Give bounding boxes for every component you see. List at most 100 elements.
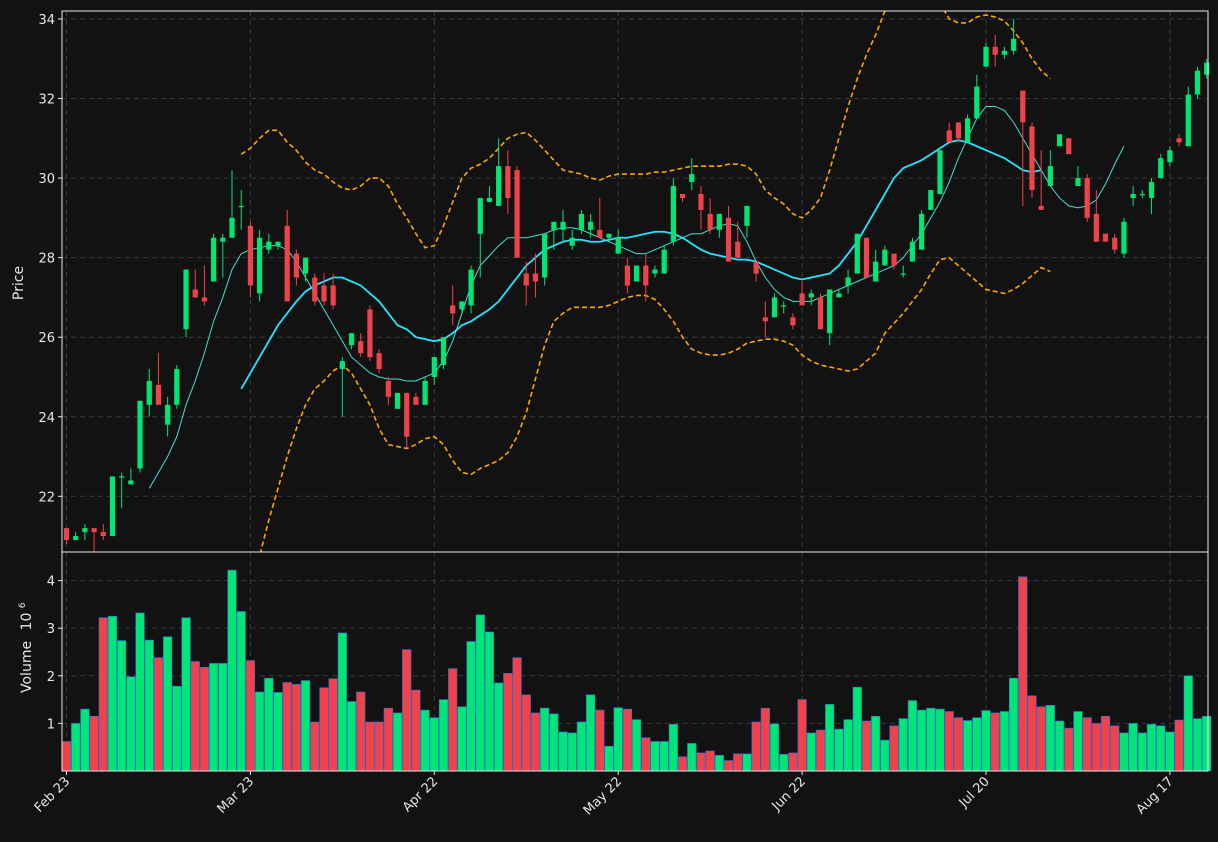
volume-bar-up	[659, 741, 669, 772]
candle-body-up	[854, 233, 860, 274]
candle-body-down	[707, 213, 713, 230]
candle-body-up	[1130, 193, 1136, 198]
candle-body-up	[459, 301, 465, 310]
price-tick-label: 28	[38, 252, 55, 267]
volume-bar-up	[227, 569, 237, 772]
candle-body-down	[1102, 233, 1109, 242]
volume-bar-down	[1082, 717, 1092, 772]
candle-body-up	[1121, 221, 1127, 254]
volume-bar-up	[172, 685, 182, 772]
candle-body-down	[679, 193, 686, 198]
volume-bar-up	[107, 615, 118, 772]
candle-body-up	[440, 337, 447, 366]
volume-bar-up	[549, 713, 559, 772]
volume-bar-up	[834, 728, 844, 772]
volume-axis-title: Volume 10 6	[18, 602, 35, 693]
volume-bar-up	[1137, 732, 1147, 772]
candle-body-up	[781, 305, 787, 307]
price-tick-label: 32	[38, 93, 55, 108]
candle-body-down	[762, 317, 768, 322]
candle-body-up	[394, 392, 401, 409]
candle-body-up	[431, 357, 437, 377]
volume-bar-up	[1146, 724, 1157, 772]
candle-body-down	[192, 289, 198, 298]
volume-bar-down	[328, 678, 338, 772]
volume-bar-down	[861, 720, 872, 772]
candle-body-up	[1158, 158, 1164, 179]
volume-bar-up	[871, 715, 881, 772]
price-axis-ticks: 22 24 26 28 30 32 34	[38, 13, 62, 505]
candle-body-down	[321, 285, 327, 302]
volume-bar-down	[788, 752, 798, 772]
volume-bar-up	[218, 663, 228, 772]
candle-body-down	[955, 122, 962, 139]
volume-bar-up	[604, 745, 614, 772]
volume-bar-down	[61, 741, 72, 772]
volume-bar-down	[1174, 719, 1184, 772]
price-tick-label: 22	[38, 490, 55, 505]
candle-body-up	[689, 174, 695, 183]
candle-body-up	[128, 480, 134, 485]
candle-body-up	[965, 118, 971, 143]
volume-tick-label: 3	[47, 622, 55, 637]
candle-body-down	[330, 285, 336, 306]
candle-body-up	[1139, 193, 1145, 196]
candle-body-up	[606, 233, 612, 238]
candle-body-up	[928, 190, 934, 210]
volume-bar-up	[613, 707, 623, 772]
candle-body-down	[799, 293, 805, 306]
volume-bar-down	[199, 666, 210, 772]
volume-bar-up	[135, 612, 145, 772]
candle-body-up	[633, 265, 640, 282]
volume-bar-down	[521, 694, 531, 772]
candle-body-down	[376, 353, 382, 370]
candle-body-down	[624, 265, 630, 286]
price-tick-label: 24	[38, 411, 55, 426]
volume-bar-up	[438, 699, 449, 772]
candle-body-up	[137, 400, 143, 469]
volume-bar-up	[420, 709, 430, 772]
candle-body-up	[275, 241, 281, 246]
candle-body-up	[1056, 134, 1063, 147]
volume-bar-up	[429, 717, 439, 772]
candle-body-down	[413, 396, 419, 405]
volume-bar-down	[815, 729, 826, 772]
volume-bar-down	[760, 707, 770, 772]
volume-bars	[61, 569, 1212, 772]
candle-body-up	[615, 237, 621, 254]
candle-body-up	[919, 213, 925, 250]
volume-bar-up	[392, 712, 403, 772]
volume-bar-up	[972, 717, 982, 772]
candle-body-up	[468, 269, 474, 306]
price-axis-title: Price	[11, 266, 27, 300]
volume-panel: 1 2 3 4 Volume 10 6	[18, 551, 1212, 772]
candle-body-down	[1020, 90, 1026, 123]
candle-body-down	[863, 237, 870, 278]
candle-body-down	[946, 130, 952, 143]
price-panel: 22 24 26 28 30 32 34 Price	[11, 10, 1210, 553]
volume-bar-down	[1027, 695, 1037, 772]
volume-bar-up	[457, 706, 467, 772]
price-tick-label: 26	[38, 331, 55, 346]
volume-bar-up	[880, 739, 890, 772]
volume-bar-up	[209, 663, 219, 772]
volume-axis-unit: 10	[19, 613, 35, 631]
candle-body-down	[385, 380, 391, 397]
candle-body-down	[367, 309, 373, 358]
candle-body-up	[486, 197, 493, 202]
volume-bar-down	[1036, 706, 1046, 772]
slow-moving-average-line	[240, 139, 1042, 390]
volume-bar-up	[1202, 715, 1212, 772]
candle-body-down	[91, 528, 97, 533]
volume-tick-label: 1	[47, 717, 55, 732]
candle-body-up	[238, 205, 244, 208]
volume-bar-down	[889, 725, 899, 772]
volume-bar-up	[825, 704, 835, 772]
candle-body-down	[817, 297, 824, 330]
candle-body-up	[983, 46, 989, 67]
volume-bar-down	[310, 721, 320, 772]
volume-bar-down	[448, 668, 458, 772]
candle-body-down	[1066, 138, 1072, 155]
candle-body-down	[450, 305, 456, 314]
